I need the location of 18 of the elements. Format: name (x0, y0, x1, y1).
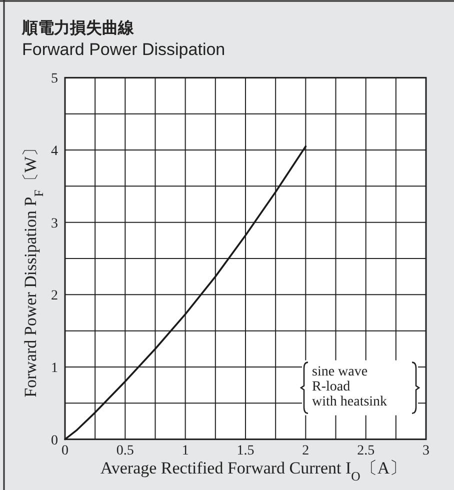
x-tick-label: 2 (302, 443, 310, 458)
chart-title: 順電力損失曲線 (21, 19, 135, 37)
annotation: sine wave R-load with heatsink (312, 364, 388, 410)
y-tick-label: 5 (51, 72, 58, 87)
x-tick-label: 1 (182, 443, 189, 458)
x-axis-title: Average Rectified Forward Current I$_{O}$〔A〕 (100, 458, 407, 484)
x-tick-label: 0.5 (116, 443, 134, 458)
chart-subtitle: Forward Power Dissipation (22, 40, 226, 59)
x-tick-label: 0 (62, 443, 68, 458)
annotation-box: sine wave R-load with heatsink (300, 360, 420, 416)
y-tick-label: 2 (51, 288, 58, 304)
x-tick-label: 1.5 (236, 443, 254, 458)
x-tick-label: 2.5 (357, 443, 375, 458)
y-tick-label: 3 (51, 216, 58, 232)
y-tick-label: 0 (51, 433, 58, 448)
y-tick-label: 1 (51, 360, 58, 376)
y-tick-label: 4 (51, 144, 58, 160)
x-tick-label: 3 (422, 443, 430, 458)
